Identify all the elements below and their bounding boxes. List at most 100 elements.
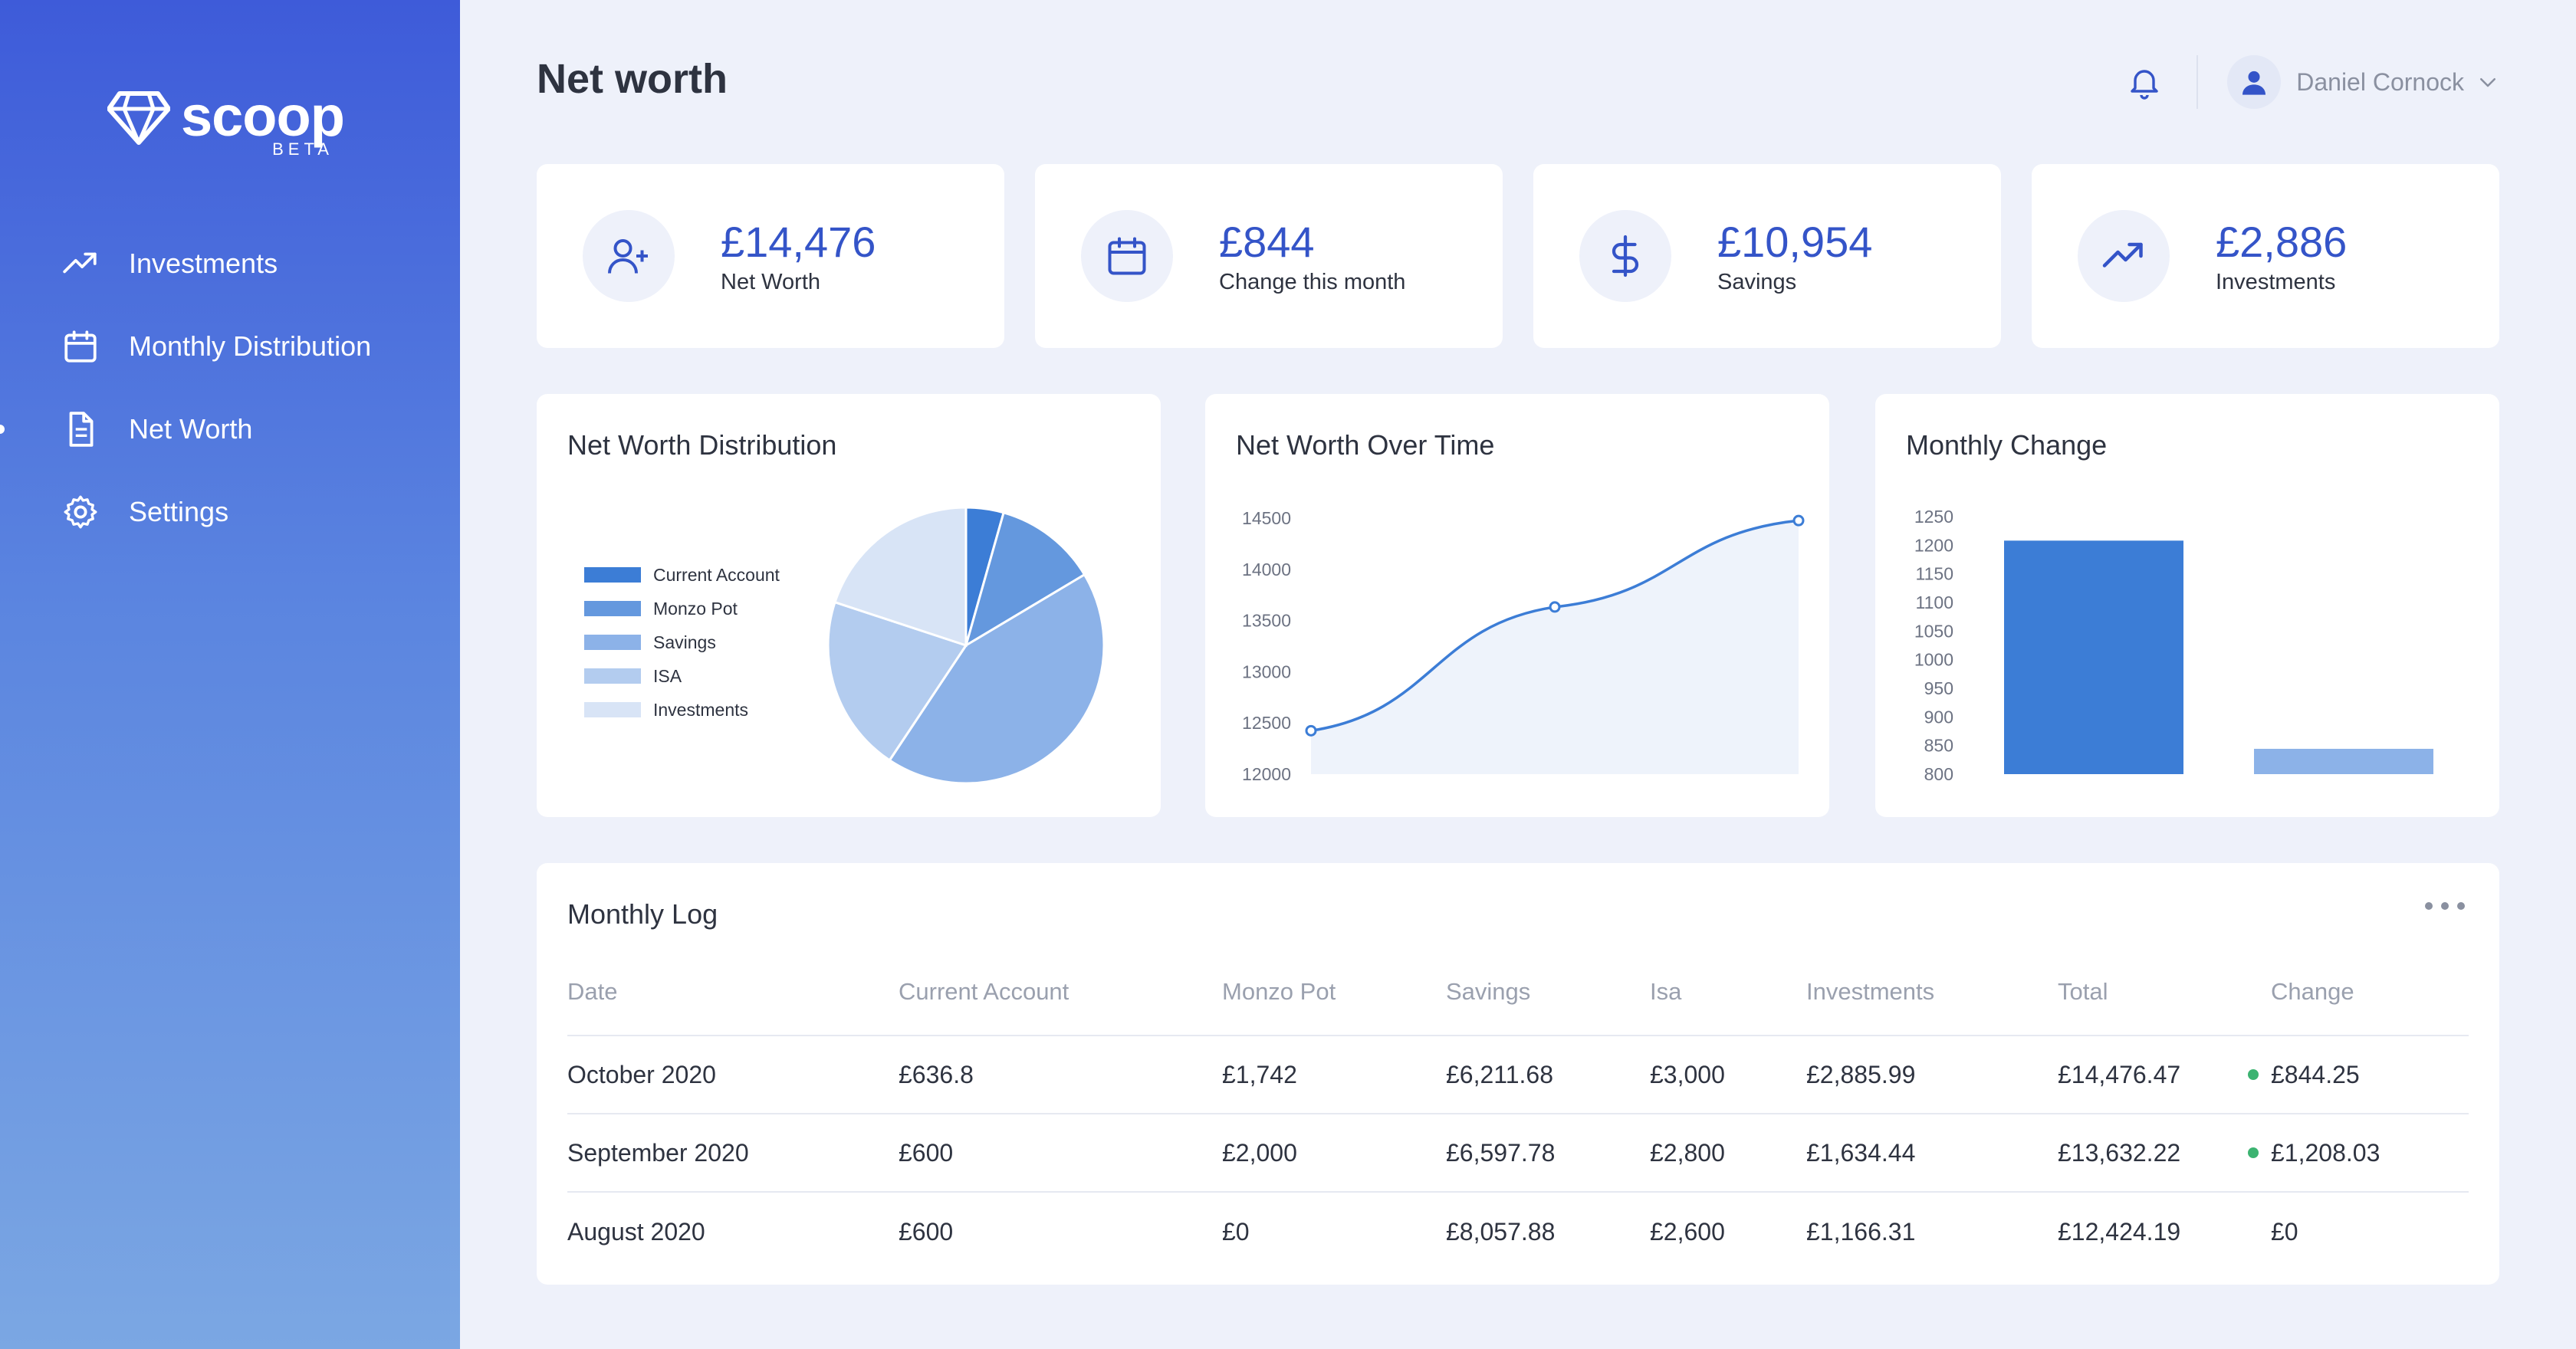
more-options-icon[interactable]	[2424, 898, 2466, 914]
user-plus-icon	[608, 239, 648, 274]
sidebar-item-label: Net Worth	[129, 413, 253, 445]
cell-monzo-pot: £1,742	[1222, 1060, 1297, 1088]
cell-total: £12,424.19	[2058, 1217, 2181, 1246]
table-row: October 2020 £636.8 £1,742 £6,211.68 £3,…	[567, 1036, 2469, 1114]
stat-label: Net Worth	[721, 269, 821, 294]
brand-name: scoop	[181, 84, 345, 148]
column-header: Current Account	[899, 978, 1070, 1005]
monthly-log-table: Date Current Account Monzo Pot Savings I…	[567, 978, 2469, 1271]
legend-label: Investments	[653, 700, 748, 720]
header-actions: Daniel Cornock	[2121, 48, 2499, 117]
header-divider	[2196, 55, 2199, 109]
column-header: Monzo Pot	[1222, 978, 1336, 1005]
stat-value: £14,476	[721, 217, 876, 266]
active-indicator	[0, 425, 5, 434]
monthly-log-card: Monthly Log Date Current Account Monzo P…	[537, 863, 2499, 1285]
cell-date: October 2020	[567, 1060, 716, 1088]
sidebar-item-net-worth[interactable]: Net Worth	[0, 388, 460, 471]
cell-current-account: £600	[899, 1138, 954, 1167]
pie-slice	[888, 573, 1106, 785]
sidebar-item-label: Monthly Distribution	[129, 330, 372, 362]
user-menu[interactable]: Daniel Cornock	[2227, 55, 2499, 109]
y-tick-label: 1150	[1916, 564, 1953, 584]
data-point	[1305, 724, 1317, 737]
document-icon	[69, 412, 94, 447]
chart-title: Net Worth Distribution	[567, 429, 837, 461]
pie-chart: Current Account Monzo Pot Savings ISA Invest…	[584, 506, 1106, 785]
cell-isa: £3,000	[1650, 1060, 1725, 1088]
stat-label: Change this month	[1219, 269, 1406, 294]
legend-label: ISA	[653, 666, 682, 686]
change-value: £0	[2271, 1217, 2298, 1246]
legend-label: Current Account	[653, 565, 780, 585]
cell-isa: £2,600	[1650, 1217, 1725, 1246]
area-fill	[1311, 520, 1799, 774]
y-tick-label: 1200	[1914, 535, 1953, 555]
y-tick-label: 1050	[1914, 621, 1953, 641]
cell-total: £14,476.47	[2058, 1060, 2181, 1088]
stat-value: £844	[1219, 217, 1315, 266]
change-value: £844.25	[2271, 1060, 2360, 1088]
cell-change: £0	[2271, 1218, 2463, 1246]
brand-logo[interactable]: scoop BETA	[107, 84, 345, 159]
pie-slice	[964, 510, 1086, 648]
trending-up-icon	[63, 252, 97, 274]
sidebar-item-label: Investments	[129, 248, 278, 279]
cell-investments: £1,634.44	[1806, 1138, 1916, 1167]
y-tick-label: 12000	[1242, 764, 1291, 784]
stat-card-net-worth: £14,476 Net Worth	[537, 164, 1004, 348]
sidebar-item-investments[interactable]: Investments	[0, 222, 460, 305]
y-tick-label: 13000	[1242, 661, 1291, 681]
stat-icon-wrap	[2078, 210, 2170, 302]
y-tick-label: 12500	[1242, 713, 1291, 733]
y-tick-label: 1100	[1916, 592, 1953, 612]
avatar	[2227, 55, 2282, 109]
stat-icon-wrap	[1081, 210, 1173, 302]
distribution-card: Net Worth Distribution Current Account Mo…	[537, 394, 1161, 817]
y-tick-label: 14500	[1242, 508, 1291, 528]
diamond-icon	[107, 91, 170, 145]
user-icon	[2242, 71, 2266, 95]
cell-current-account: £600	[899, 1217, 954, 1246]
stat-card-change: £844 Change this month	[1035, 164, 1503, 348]
legend-swatch	[584, 567, 641, 583]
table-row: August 2020 £600 £0 £8,057.88 £2,600 £1,…	[567, 1193, 2469, 1271]
legend-label: Savings	[653, 632, 716, 652]
notifications-button[interactable]	[2121, 59, 2167, 105]
pie-slice	[833, 506, 968, 648]
data-point	[1549, 601, 1561, 613]
cell-current-account: £636.8	[899, 1060, 974, 1088]
sidebar-item-monthly-distribution[interactable]: Monthly Distribution	[0, 305, 460, 388]
bar	[2254, 748, 2433, 774]
stat-label: Savings	[1717, 269, 1797, 294]
cell-change: £844.25	[2248, 1060, 2463, 1089]
column-header: Investments	[1806, 978, 1935, 1005]
chart-title: Monthly Change	[1906, 429, 2108, 461]
sidebar-item-settings[interactable]: Settings	[0, 471, 460, 553]
stat-value: £2,886	[2216, 217, 2348, 266]
cell-isa: £2,800	[1650, 1138, 1725, 1167]
cell-date: September 2020	[567, 1138, 749, 1167]
column-header: Isa	[1650, 978, 1682, 1005]
log-title: Monthly Log	[567, 898, 718, 930]
column-header: Change	[2271, 978, 2354, 1005]
y-tick-label: 14000	[1242, 560, 1291, 579]
y-tick-label: 900	[1924, 707, 1953, 727]
stat-label: Investments	[2216, 269, 2336, 294]
bell-icon	[2131, 70, 2158, 100]
trending-up-icon	[2102, 242, 2143, 268]
chart-title: Net Worth Over Time	[1236, 429, 1495, 461]
cell-monzo-pot: £2,000	[1222, 1138, 1297, 1167]
brand-beta-tag: BETA	[272, 139, 334, 159]
chevron-down-icon	[2480, 78, 2496, 87]
bar-chart: 800 850 900 950 1000 1050 1100 1150 1200 1250	[1914, 507, 2433, 784]
calendar-icon	[64, 330, 97, 363]
bar	[2004, 540, 2183, 774]
y-tick-label: 13500	[1242, 611, 1291, 631]
y-tick-label: 1250	[1914, 507, 1953, 527]
y-tick-label: 850	[1924, 736, 1953, 756]
y-tick-label: 1000	[1914, 650, 1953, 670]
sidebar-item-label: Settings	[129, 496, 229, 527]
legend-swatch	[584, 635, 641, 650]
cell-change: £1,208.03	[2248, 1139, 2463, 1167]
